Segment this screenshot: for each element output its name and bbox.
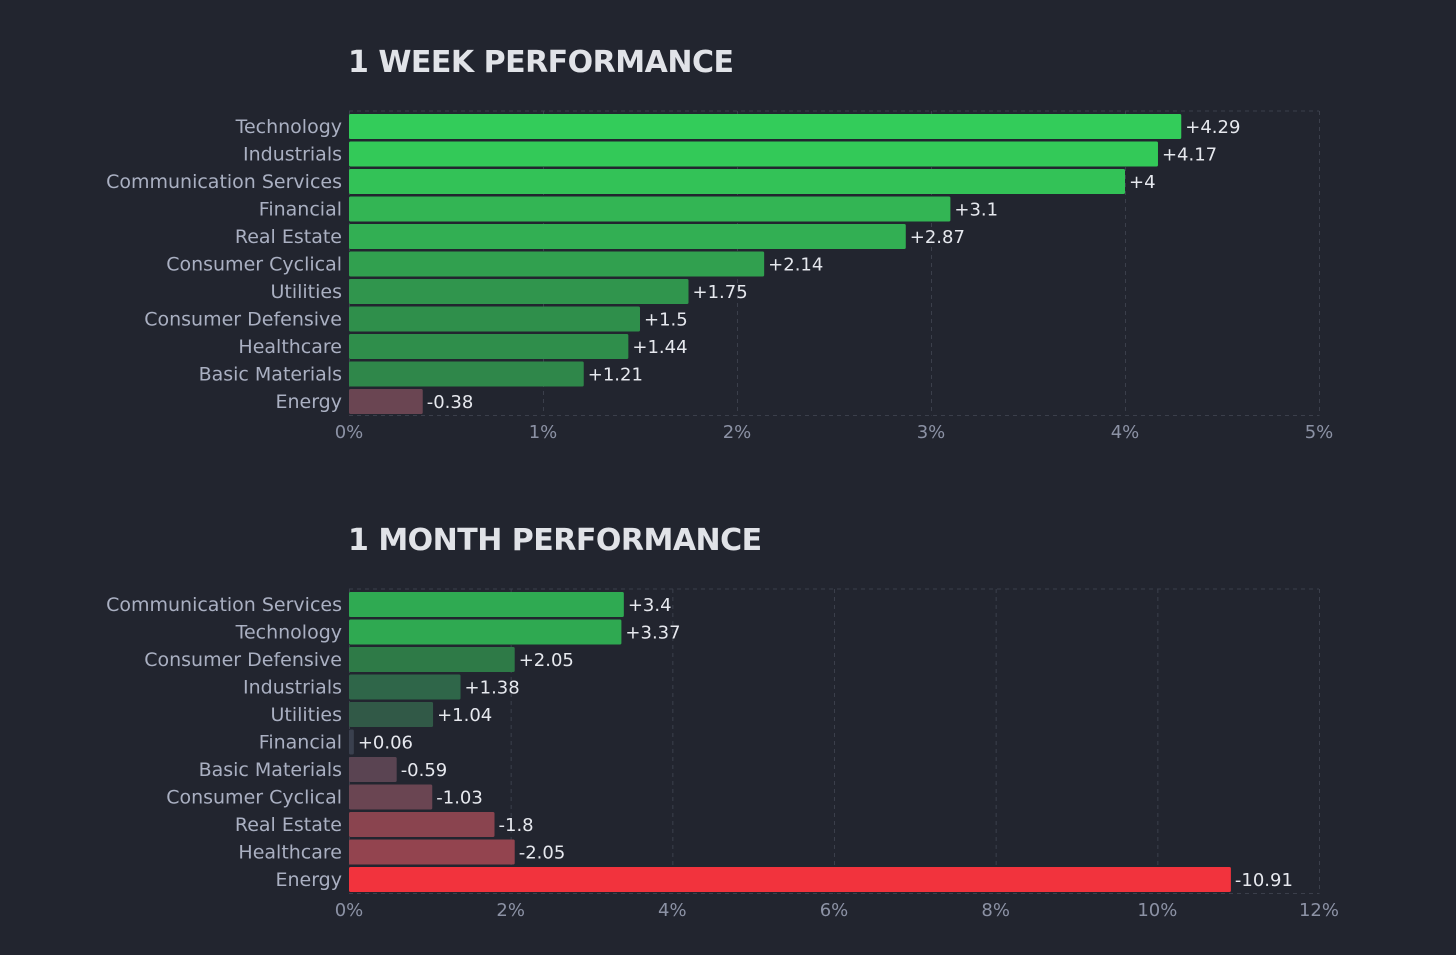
- category-label: Technology: [235, 622, 342, 644]
- bar: [349, 647, 515, 672]
- category-label: Basic Materials: [199, 759, 342, 781]
- value-label: +1.75: [693, 282, 748, 303]
- bar: [349, 334, 629, 359]
- value-label: -2.05: [519, 843, 566, 864]
- value-label: +3.4: [628, 595, 672, 616]
- value-label: +1.04: [437, 705, 492, 726]
- bar: [349, 839, 515, 865]
- value-label: +1.21: [588, 365, 643, 386]
- value-label: +1.44: [632, 337, 687, 358]
- bar: [349, 141, 1158, 167]
- bars: [349, 114, 1182, 414]
- x-tick-label: 2%: [723, 422, 752, 443]
- bar: [349, 279, 689, 304]
- category-label: Real Estate: [235, 226, 342, 248]
- x-axis-ticks: 0% 1% 2% 3% 4% 5%: [335, 422, 1334, 443]
- category-label: Consumer Cyclical: [166, 787, 342, 809]
- bar: [349, 169, 1125, 194]
- category-label: Financial: [259, 732, 342, 754]
- x-tick-label: 0%: [335, 900, 364, 921]
- bar: [349, 757, 397, 782]
- category-label: Technology: [235, 116, 342, 138]
- x-tick-label: 5%: [1305, 422, 1334, 443]
- bar: [349, 592, 624, 617]
- x-tick-label: 12%: [1299, 900, 1339, 921]
- value-label: +4: [1129, 172, 1156, 193]
- x-tick-label: 8%: [981, 900, 1010, 921]
- bar: [349, 867, 1231, 892]
- x-tick-label: 1%: [529, 422, 558, 443]
- week-chart-title: 1 WEEK PERFORMANCE: [348, 45, 734, 80]
- category-label: Real Estate: [235, 814, 342, 836]
- category-label: Utilities: [270, 704, 342, 726]
- bar: [349, 619, 622, 645]
- bar: [349, 729, 354, 755]
- category-label: Consumer Defensive: [144, 649, 342, 671]
- value-label: +4.17: [1162, 145, 1217, 166]
- bar: [349, 702, 434, 727]
- x-tick-label: 6%: [820, 900, 849, 921]
- week-performance-chart: Technology +4.29 Industrials +4.17 Communica…: [106, 110, 1334, 443]
- category-label: Industrials: [243, 677, 342, 699]
- bar: [349, 251, 765, 277]
- category-label: Consumer Cyclical: [166, 254, 342, 276]
- category-label: Industrials: [243, 144, 342, 166]
- value-label: -0.59: [401, 760, 448, 781]
- category-label: Utilities: [270, 281, 342, 303]
- x-tick-label: 10%: [1137, 900, 1177, 921]
- month-performance-chart: Communication Services +3.4 Technology +3.3…: [106, 588, 1339, 921]
- value-label: +1.38: [465, 678, 520, 699]
- value-label: -0.38: [427, 392, 474, 413]
- value-label: +2.87: [910, 227, 965, 248]
- x-tick-label: 2%: [496, 900, 525, 921]
- month-chart-title: 1 MONTH PERFORMANCE: [348, 523, 762, 558]
- x-axis-ticks: 0% 2% 4% 6% 8% 10% 12%: [335, 900, 1339, 921]
- category-label: Consumer Defensive: [144, 309, 342, 331]
- bar: [349, 784, 433, 810]
- bar: [349, 114, 1182, 139]
- category-label: Financial: [259, 199, 342, 221]
- bar: [349, 361, 584, 387]
- x-tick-label: 4%: [1111, 422, 1140, 443]
- category-label: Communication Services: [106, 594, 342, 616]
- x-tick-label: 4%: [658, 900, 687, 921]
- bar: [349, 674, 461, 700]
- category-label: Energy: [275, 391, 342, 413]
- value-label: -1.8: [499, 815, 534, 836]
- value-label: +3.37: [625, 623, 680, 644]
- value-label: +0.06: [358, 733, 413, 754]
- category-label: Energy: [275, 869, 342, 891]
- x-tick-label: 0%: [335, 422, 364, 443]
- category-label: Communication Services: [106, 171, 342, 193]
- value-label: +2.14: [768, 255, 823, 276]
- value-label: +2.05: [519, 650, 574, 671]
- value-label: -10.91: [1235, 870, 1293, 891]
- category-label: Basic Materials: [199, 364, 342, 386]
- bar: [349, 196, 951, 222]
- value-label: -1.03: [436, 788, 483, 809]
- category-label: Healthcare: [238, 336, 342, 358]
- bar: [349, 224, 906, 249]
- bar: [349, 389, 423, 414]
- value-label: +4.29: [1185, 117, 1240, 138]
- value-label: +1.5: [644, 310, 688, 331]
- value-label: +3.1: [954, 200, 998, 221]
- x-tick-label: 3%: [917, 422, 946, 443]
- bar: [349, 812, 495, 837]
- bar: [349, 306, 640, 332]
- bars: [349, 592, 1231, 892]
- category-label: Healthcare: [238, 842, 342, 864]
